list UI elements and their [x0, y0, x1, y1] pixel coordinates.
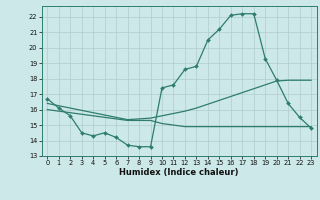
X-axis label: Humidex (Indice chaleur): Humidex (Indice chaleur) — [119, 168, 239, 177]
